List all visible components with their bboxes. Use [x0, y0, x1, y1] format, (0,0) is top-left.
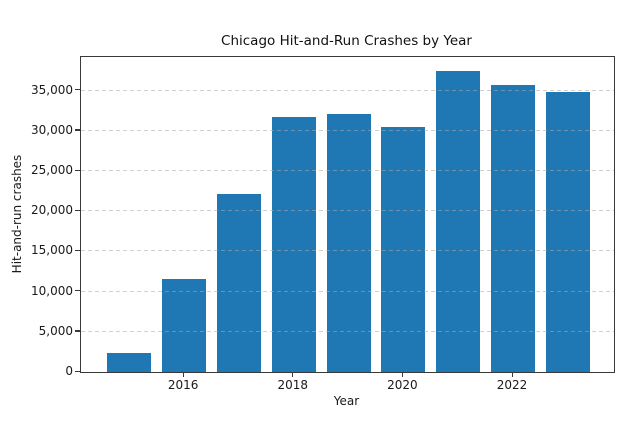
bar-2021: [436, 71, 481, 372]
gridline-5000: [81, 330, 614, 332]
bar-2018: [271, 117, 316, 372]
plot-area: [80, 56, 615, 373]
y-tick-mark: [75, 89, 80, 91]
y-tick-label: 5,000: [38, 323, 73, 338]
x-axis-label: Year: [333, 394, 360, 408]
bar-2017: [217, 193, 261, 372]
gridline-10000: [81, 290, 614, 292]
bar-2022: [491, 85, 535, 372]
gridline-30000: [81, 129, 614, 131]
y-tick-mark: [75, 330, 80, 332]
x-tick-label-2022: 2022: [496, 378, 528, 392]
x-tick-mark: [511, 372, 513, 377]
bar-2015: [107, 353, 152, 372]
gridline-15000: [81, 250, 614, 252]
x-tick-mark: [401, 372, 404, 377]
x-tick-label-2016: 2016: [167, 378, 199, 392]
bar-2023: [545, 91, 590, 372]
y-tick-label: 20,000: [31, 203, 73, 218]
gridline-35000: [81, 89, 614, 91]
y-tick-mark: [75, 129, 80, 131]
y-tick-mark: [75, 169, 80, 171]
x-tick-mark: [292, 372, 294, 377]
y-tick-label: 0: [65, 364, 73, 378]
gridline-25000: [81, 170, 614, 172]
y-tick-label: 35,000: [31, 82, 73, 97]
y-tick-label: 15,000: [31, 243, 73, 258]
x-tick-mark: [182, 372, 184, 377]
y-tick-mark: [75, 249, 80, 252]
y-tick-mark: [75, 370, 80, 372]
bar-2019: [326, 114, 371, 372]
y-tick-mark: [75, 290, 80, 292]
bar-2020: [381, 126, 426, 372]
x-tick-label-2020: 2020: [387, 378, 418, 392]
y-tick-label: 25,000: [31, 163, 73, 178]
chart-title: Chicago Hit-and-Run Crashes by Year: [221, 33, 472, 49]
y-tick-label: 10,000: [31, 283, 73, 298]
gridline-20000: [81, 210, 614, 212]
y-tick-label: 30,000: [31, 122, 73, 137]
y-tick-mark: [75, 209, 80, 211]
bar-2016: [162, 279, 207, 372]
x-tick-label-2018: 2018: [277, 378, 309, 392]
